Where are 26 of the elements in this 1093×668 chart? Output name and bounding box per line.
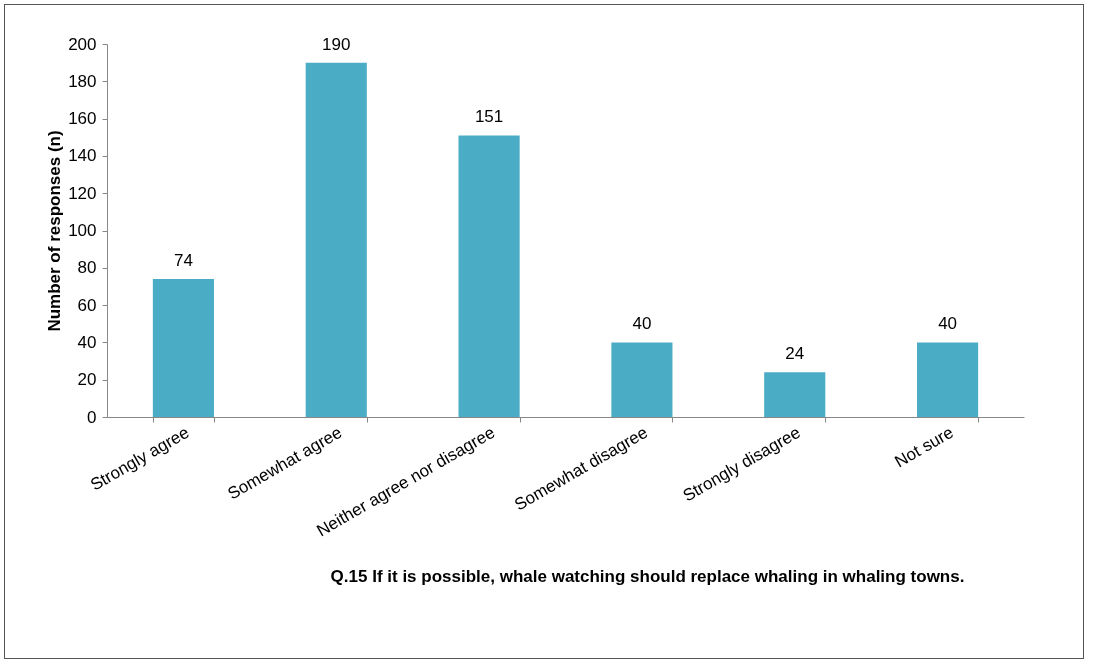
data-label: 24: [785, 344, 805, 364]
y-tick-label: 20: [77, 370, 97, 390]
y-tick-label: 120: [68, 183, 97, 203]
bar: [458, 135, 520, 417]
y-tick-label: 80: [77, 258, 97, 278]
y-tick-label: 200: [68, 34, 97, 54]
bar: [764, 372, 826, 417]
y-axis-title: Number of responses (n): [45, 130, 65, 332]
data-label: 151: [474, 107, 504, 127]
bar: [917, 342, 979, 417]
data-label: 74: [173, 250, 193, 270]
y-tick-label: 100: [68, 221, 97, 240]
y-tick-label: 60: [77, 295, 97, 315]
bar: [152, 278, 214, 417]
data-label: 190: [322, 34, 351, 54]
x-tick-label: Not sure: [891, 422, 957, 472]
bar: [305, 62, 367, 417]
y-tick-label: 0: [87, 407, 97, 427]
x-axis-title: Q.15 If it is possible, whale watching should replace whaling in whaling towns.: [330, 567, 965, 587]
y-tick-label: 140: [68, 146, 97, 166]
data-label: 40: [632, 314, 652, 334]
y-tick-label: 180: [68, 71, 97, 91]
data-label: 40: [938, 314, 958, 334]
bar: [611, 342, 673, 417]
y-tick-label: 160: [68, 109, 97, 129]
y-tick-label: 40: [77, 332, 97, 352]
